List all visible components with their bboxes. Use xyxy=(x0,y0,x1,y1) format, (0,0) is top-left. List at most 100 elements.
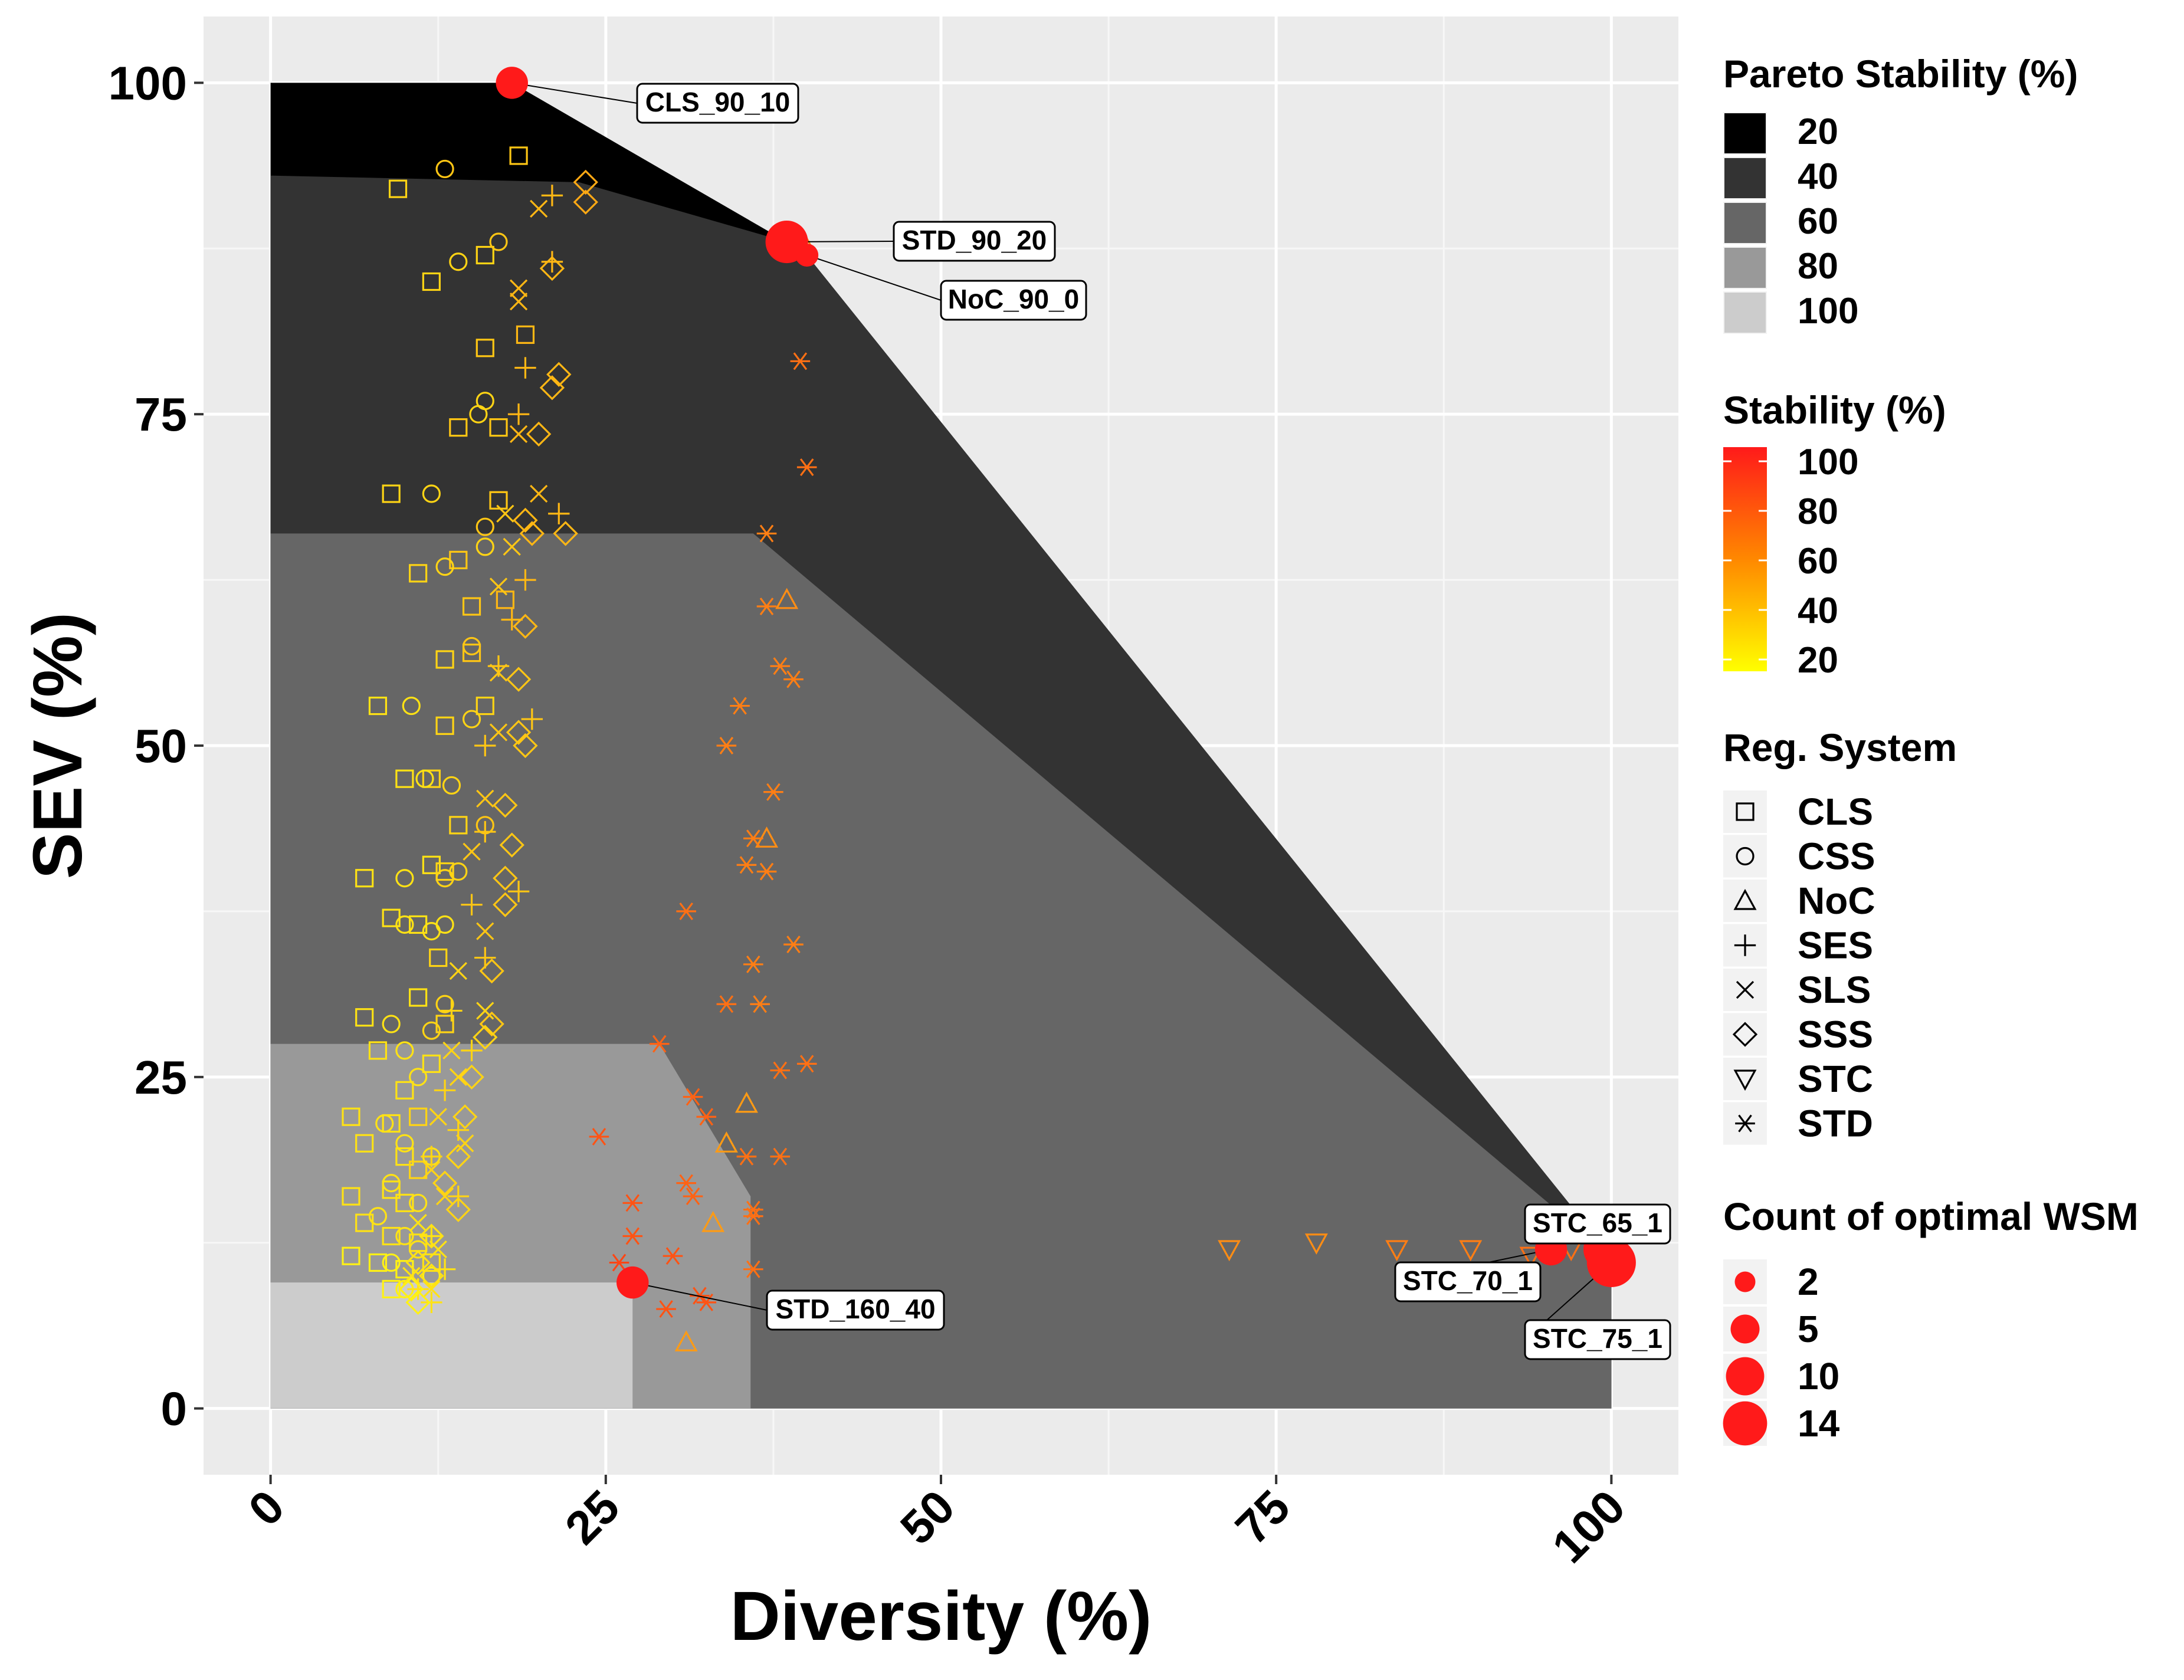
point-cls xyxy=(462,644,481,662)
point-cls xyxy=(476,696,494,716)
point-std xyxy=(622,1194,643,1212)
optimal-label: STD_160_40 xyxy=(775,1294,935,1324)
point-sls xyxy=(456,1134,474,1153)
point-ses xyxy=(434,1079,456,1101)
series-sls xyxy=(402,199,548,1298)
point-sss xyxy=(493,865,518,891)
series-cls xyxy=(342,146,535,1298)
point-css xyxy=(462,710,481,729)
legend-reg-marker-sls xyxy=(1736,980,1755,999)
point-cls xyxy=(409,1107,428,1126)
point-sss xyxy=(539,255,565,281)
legend-count-dot xyxy=(1726,1357,1765,1396)
point-sls xyxy=(409,1213,427,1232)
point-ses xyxy=(514,569,536,591)
optimal-label: NoC_90_0 xyxy=(948,284,1079,314)
point-css xyxy=(462,636,481,656)
legend-pareto-swatch xyxy=(1724,203,1766,243)
point-sls xyxy=(449,962,467,980)
legend-stability-label: 20 xyxy=(1798,640,1838,681)
legend-count-dot xyxy=(1730,1314,1760,1344)
legend-reg-marker-stc xyxy=(1733,1069,1757,1091)
point-ses xyxy=(474,821,496,843)
point-cls xyxy=(462,597,481,616)
label-connector xyxy=(511,82,638,104)
legend-reg-label: CLS xyxy=(1798,790,1873,833)
optimal-point xyxy=(496,67,528,99)
point-std xyxy=(756,524,777,543)
point-ses xyxy=(421,1146,442,1167)
point-cls xyxy=(422,272,441,291)
point-ses xyxy=(434,1258,456,1280)
point-css xyxy=(395,915,414,934)
point-css xyxy=(476,517,494,536)
point-cls xyxy=(395,1193,414,1212)
point-sss xyxy=(499,832,524,858)
point-stc xyxy=(1459,1240,1483,1262)
point-ses xyxy=(474,734,496,757)
point-css xyxy=(435,557,454,576)
point-sss xyxy=(553,521,578,546)
legend-stability-label: 40 xyxy=(1798,590,1838,631)
point-sss xyxy=(513,613,538,639)
point-sss xyxy=(445,1144,471,1169)
point-cls xyxy=(388,179,408,198)
point-cls xyxy=(382,1114,401,1133)
legend-reg-key-bg xyxy=(1723,790,1767,833)
point-sss xyxy=(405,1289,431,1315)
point-noc xyxy=(714,1131,738,1153)
point-sss xyxy=(506,720,532,745)
data-points xyxy=(342,146,1610,1351)
point-cls xyxy=(429,948,448,967)
legend-reg-label: SES xyxy=(1798,924,1873,967)
point-cls xyxy=(476,339,494,357)
legend-pareto-swatch xyxy=(1724,293,1766,333)
point-std xyxy=(763,783,783,801)
point-cls xyxy=(395,769,414,788)
point-ses xyxy=(507,881,530,903)
point-std xyxy=(743,1207,763,1225)
optimal-label-box xyxy=(1524,1319,1671,1360)
point-cls xyxy=(409,1160,428,1179)
legend-pareto-label: 60 xyxy=(1798,201,1838,242)
point-stc xyxy=(1304,1233,1328,1255)
point-std xyxy=(783,936,804,954)
optimal-points: CLS_90_10 STD_90_20 NoC_90_0 STD_160_40 STC_… xyxy=(496,67,1671,1360)
point-sss xyxy=(519,521,545,546)
optimal-label-box xyxy=(1394,1261,1542,1302)
point-cls xyxy=(422,855,441,874)
point-css xyxy=(435,995,454,1013)
legend-reg-label: STD xyxy=(1798,1102,1873,1145)
point-std xyxy=(736,856,757,874)
legend-reg-marker-ses xyxy=(1734,934,1756,956)
legend-stability-ticks: 100 80 60 40 20 xyxy=(1723,442,1858,681)
point-sls xyxy=(463,842,481,861)
point-std xyxy=(770,1147,791,1166)
legend-reg-marker-std xyxy=(1735,1114,1755,1133)
point-css xyxy=(442,776,461,795)
point-sss xyxy=(399,1277,424,1302)
optimal-label-box xyxy=(940,280,1087,321)
point-css xyxy=(422,484,441,503)
legend-reg-label: SSS xyxy=(1798,1013,1873,1056)
point-std xyxy=(716,737,737,754)
point-sls xyxy=(509,279,528,297)
point-cls xyxy=(496,590,514,609)
point-std xyxy=(770,657,791,675)
point-sss xyxy=(573,169,598,195)
point-ses xyxy=(548,503,570,524)
legend-count-dot xyxy=(1723,1401,1767,1446)
point-cls xyxy=(382,1226,401,1246)
point-css xyxy=(382,1253,401,1272)
point-cls xyxy=(409,564,428,583)
legend-reg-key-bg xyxy=(1723,835,1767,878)
point-ses xyxy=(421,1291,442,1314)
point-cls xyxy=(435,716,454,735)
point-css xyxy=(422,1021,441,1040)
point-std xyxy=(783,670,804,688)
point-sls xyxy=(503,537,521,556)
point-cls xyxy=(489,418,508,437)
legend-pareto-swatch xyxy=(1724,113,1766,153)
point-noc xyxy=(775,588,799,609)
point-sss xyxy=(493,792,518,818)
